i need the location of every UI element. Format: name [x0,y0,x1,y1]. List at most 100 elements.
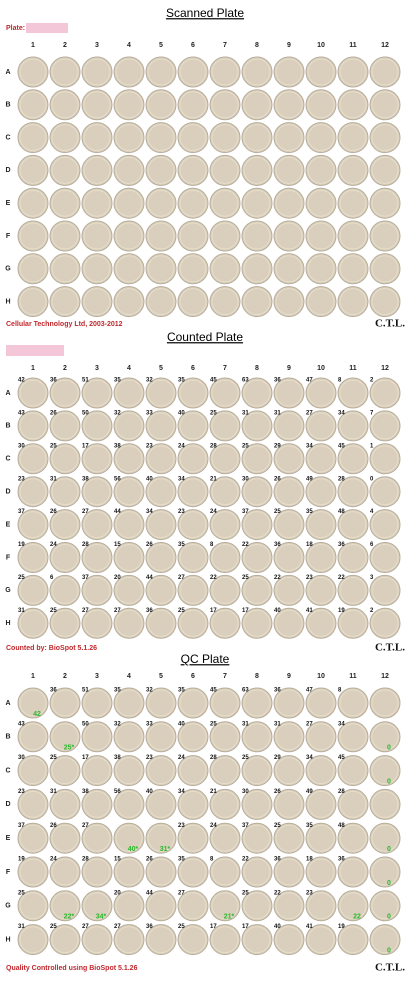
well [49,377,81,409]
well [337,56,369,88]
well-rim [339,379,367,407]
well [337,443,369,475]
well-rim [179,445,207,473]
row-label: D [5,801,10,808]
well [209,788,241,820]
well [337,509,369,541]
well [241,187,273,219]
well-rim [371,689,399,717]
logo: C.T.L. [375,642,405,654]
well [337,253,369,285]
well-rim [179,824,207,852]
section-title: Scanned Plate [166,6,244,20]
qc-correction: 0 [387,914,391,921]
well [337,890,369,922]
well-rim [147,689,175,717]
well-rim [83,156,111,184]
well [177,286,209,318]
spot-count: 34 [178,789,185,795]
well-rim [211,156,239,184]
well [369,476,401,508]
well-rim [51,91,79,119]
well [177,607,209,639]
spot-count: 1 [370,443,374,449]
spot-count: 38 [114,755,121,761]
well [145,509,177,541]
well-rim [211,91,239,119]
spot-count: 63 [242,378,249,384]
well [369,89,401,121]
spot-count: 44 [146,575,153,581]
spot-count: 23 [18,789,25,795]
well-rim [275,478,303,506]
well [49,788,81,820]
well-rim [371,926,399,954]
well [305,89,337,121]
well-rim [19,255,47,283]
well-rim [179,412,207,440]
spot-count: 45 [338,755,345,761]
well [209,924,241,956]
well-rim [307,689,335,717]
well-rim [51,609,79,637]
well-rim [179,478,207,506]
well-rim [83,412,111,440]
well-rim [19,790,47,818]
spot-count: 47 [306,688,313,694]
well-rim [307,255,335,283]
row-label: D [5,167,10,174]
spot-count: 28 [210,443,217,449]
spot-count: 24 [178,443,185,449]
well [81,253,113,285]
well-rim [51,124,79,152]
well [17,721,49,753]
well-rim [339,757,367,785]
spot-count: 31 [18,924,25,930]
well [113,788,145,820]
spot-count: 40 [274,608,281,614]
spot-count: 33 [146,410,153,416]
spot-count: 40 [146,476,153,482]
well-rim [147,757,175,785]
well [113,253,145,285]
column-label: 3 [95,365,99,372]
well [337,377,369,409]
spot-count: 49 [306,476,313,482]
spot-count: 25 [242,443,249,449]
well-rim [147,544,175,571]
well-rim [179,858,207,886]
well [305,822,337,854]
well-rim [307,576,335,604]
spot-count: 26 [50,823,57,829]
row-label: E [6,200,11,207]
well [273,253,305,285]
spot-count: 36 [274,857,281,863]
well-rim [19,723,47,751]
well [209,822,241,854]
spot-count: 23 [146,755,153,761]
well [273,822,305,854]
well [49,286,81,318]
well [337,607,369,639]
well [81,788,113,820]
spot-count: 23 [146,443,153,449]
well-rim [115,445,143,473]
well [177,687,209,719]
well-rim [83,824,111,852]
well [369,890,401,922]
well-rim [179,189,207,217]
row-label: A [5,69,10,76]
spot-count: 23 [306,890,313,896]
spot-count: 17 [210,608,217,614]
well [81,89,113,121]
well [241,788,273,820]
well [177,410,209,442]
spot-count: 20 [114,890,121,896]
well-rim [243,91,271,119]
well [369,154,401,186]
well-rim [371,892,399,920]
well [177,542,209,573]
well-rim [307,124,335,152]
well-rim [51,544,79,571]
well [113,286,145,318]
